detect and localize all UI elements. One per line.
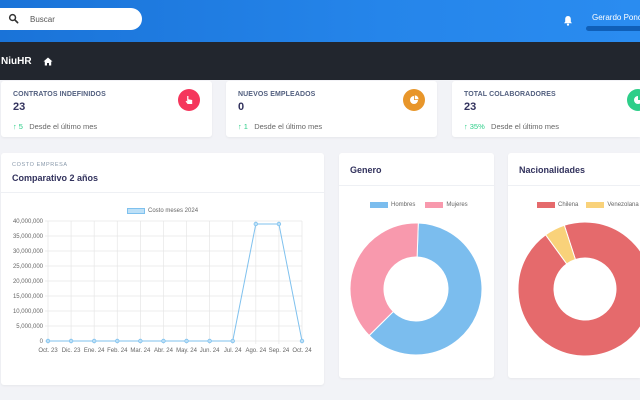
card-divider bbox=[508, 185, 640, 186]
legend-label: Hombres bbox=[391, 202, 416, 208]
stat-card-contracts: CONTRATOS INDEFINIDOS 23 ↑ 5 Desde el últ… bbox=[1, 81, 212, 137]
chart-pie-icon bbox=[634, 96, 640, 104]
gender-chart-card bbox=[339, 153, 494, 378]
legend-swatch bbox=[586, 202, 605, 208]
stat-value: 23 bbox=[13, 101, 26, 113]
stat-period: Desde el último mes bbox=[491, 122, 559, 131]
stat-card-new-employees: NUEVOS EMPLEADOS 0 ↑ 1 Desde el último me… bbox=[226, 81, 437, 137]
cost-card-eyebrow: COSTO EMPRESA bbox=[12, 162, 68, 168]
home-icon[interactable] bbox=[43, 57, 53, 66]
line-chart-legend: Costo meses 2024 bbox=[127, 208, 198, 214]
legend-label: Costo meses 2024 bbox=[148, 208, 199, 214]
gender-legend: Hombres Mujeres bbox=[370, 202, 468, 208]
arrow-up-icon: ↑ bbox=[464, 122, 468, 131]
stat-footer: ↑ 1 Desde el último mes bbox=[238, 122, 322, 131]
legend-label: Mujeres bbox=[446, 202, 468, 208]
stat-title: NUEVOS EMPLEADOS bbox=[238, 91, 316, 98]
legend-label: Venezolana bbox=[607, 202, 639, 208]
gender-card-title: Genero bbox=[350, 165, 382, 175]
nationality-legend: Chilena Venezolana bbox=[537, 202, 639, 208]
stat-value: 23 bbox=[464, 101, 477, 113]
stat-value: 0 bbox=[238, 101, 245, 113]
stat-icon-circle bbox=[627, 89, 640, 111]
stat-title: TOTAL COLABORADORES bbox=[464, 91, 556, 98]
stat-footer: ↑ 5 Desde el último mes bbox=[13, 122, 97, 131]
nationality-card-title: Nacionalidades bbox=[519, 165, 586, 175]
card-divider bbox=[339, 185, 494, 186]
cost-chart-card bbox=[1, 153, 324, 385]
search-input[interactable] bbox=[30, 11, 135, 27]
nationality-chart-card bbox=[508, 153, 640, 378]
arrow-up-icon: ↑ bbox=[13, 122, 17, 131]
stat-footer: ↑ 35% Desde el último mes bbox=[464, 122, 559, 131]
nav-band bbox=[0, 42, 640, 80]
cost-card-title: Comparativo 2 años bbox=[12, 173, 99, 183]
hand-pointer-icon bbox=[185, 96, 193, 104]
brand-title: NiuHR bbox=[1, 56, 32, 67]
legend-swatch bbox=[425, 202, 444, 208]
arrow-up-icon: ↑ bbox=[238, 122, 242, 131]
chart-pie-icon bbox=[410, 95, 419, 104]
stat-icon-circle bbox=[403, 89, 425, 111]
legend-swatch bbox=[370, 202, 388, 208]
user-menu-bar bbox=[586, 26, 640, 31]
stat-title: CONTRATOS INDEFINIDOS bbox=[13, 91, 106, 98]
legend-swatch bbox=[537, 202, 555, 208]
stat-change: 1 bbox=[243, 122, 248, 131]
stat-card-total-collaborators: TOTAL COLABORADORES 23 ↑ 35% Desde el últ… bbox=[452, 81, 640, 137]
stat-period: Desde el último mes bbox=[254, 122, 323, 131]
stat-change: 5 bbox=[18, 122, 23, 131]
search-icon bbox=[8, 13, 19, 24]
bell-icon[interactable] bbox=[563, 15, 573, 26]
card-divider bbox=[1, 192, 324, 193]
legend-swatch bbox=[127, 208, 145, 214]
search-box[interactable] bbox=[0, 8, 142, 30]
stat-icon-circle bbox=[178, 89, 200, 111]
legend-label: Chilena bbox=[558, 202, 579, 208]
stat-change: 35% bbox=[469, 122, 485, 131]
user-name[interactable]: Gerardo Ponce bbox=[592, 13, 640, 22]
stat-period: Desde el último mes bbox=[29, 122, 98, 131]
